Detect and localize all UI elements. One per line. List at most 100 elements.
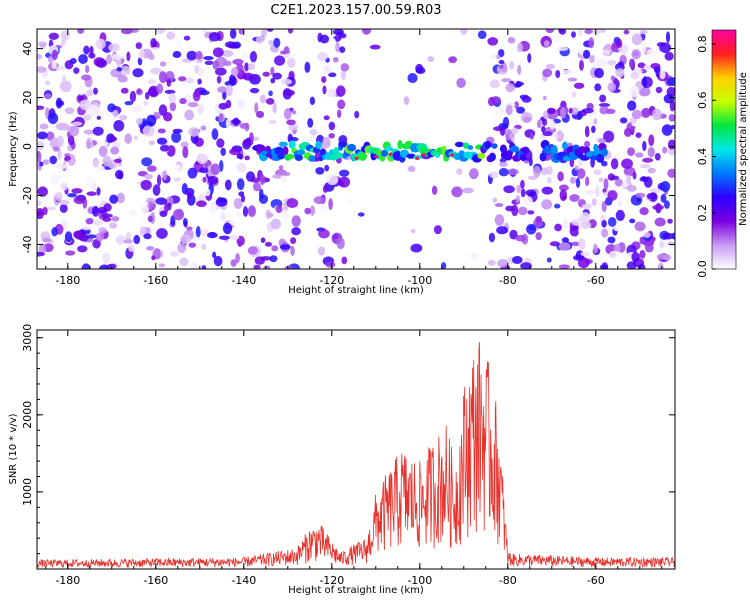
heatmap-cell [225,84,233,97]
heatmap-cell [637,62,646,69]
heatmap-cell [613,243,621,253]
heatmap-cell [454,141,464,148]
heatmap-cell [95,38,106,50]
heatmap-cell [107,103,116,113]
heatmap-frame [36,28,676,270]
heatmap-cell [657,262,664,269]
heatmap-cell [136,117,143,125]
heatmap-cell [563,35,569,43]
heatmap-cell [64,155,71,161]
heatmap-cell [151,255,156,261]
heatmap-cell [577,110,582,121]
heatmap-cell [39,123,49,130]
heatmap-cell [156,137,168,145]
heatmap-cell [186,226,193,231]
heatmap-cell [218,113,224,122]
heatmap-cell [617,61,624,67]
heatmap-cell [291,110,297,115]
heatmap-cell [593,169,602,175]
heatmap-cell [37,251,45,257]
heatmap-cell [555,69,561,79]
heatmap-cell [553,131,559,141]
heatmap-cell [319,205,329,213]
heatmap-cell [602,188,607,193]
heatmap-cell [217,86,227,93]
heatmap-cell [92,126,104,136]
heatmap-cell [162,170,167,181]
heatmap-cell [108,136,118,142]
heatmap-cell [589,54,595,64]
heatmap-cell [143,100,148,107]
heatmap-cell [656,253,668,260]
heatmap-cell [520,188,526,198]
heatmap-cell [631,252,640,263]
heatmap-cell [667,168,675,178]
heatmap-cell [197,78,202,85]
x-tick-label: -140 [231,274,256,287]
snr-series-line [37,341,675,569]
heatmap-cell [533,165,541,178]
heatmap-cell [456,168,463,175]
heatmap-cell [632,171,637,180]
heatmap-cell [535,232,542,241]
heatmap-cell [627,100,637,111]
heatmap-cell [328,72,337,78]
heatmap-cell [512,256,523,264]
heatmap-cell [136,88,142,94]
heatmap-cell [287,57,296,68]
heatmap-cell [407,165,416,173]
heatmap-cell [568,107,573,114]
heatmap-cell [73,67,80,74]
heatmap-cell [541,199,553,210]
heatmap-cell [542,110,549,120]
heatmap-cell [116,66,123,72]
heatmap-cell [204,60,214,65]
heatmap-cell [88,52,96,59]
heatmap-cell [660,180,671,192]
heatmap-cell [525,189,537,197]
heatmap-cell [188,242,197,248]
heatmap-cell [197,104,205,115]
heatmap-cell [215,67,227,76]
heatmap-cell [284,89,295,96]
heatmap-cell [505,104,513,116]
heatmap-cell [280,175,288,183]
heatmap-cell [244,62,249,72]
heatmap-cell [187,167,198,179]
heatmap-cell [490,54,497,60]
heatmap-cell [456,77,466,89]
heatmap-cell [77,245,88,253]
heatmap-cell [201,243,207,251]
heatmap-cell [57,148,62,160]
y-tick-label: -40 [21,236,34,254]
heatmap-cell [354,110,360,119]
heatmap-cell [78,85,85,96]
heatmap-cell [139,220,148,227]
heatmap-cell [516,184,522,194]
heatmap-cell [577,29,583,37]
heatmap-cell [541,125,546,133]
y-tick-label: 1000 [21,478,34,506]
heatmap-cell [223,60,232,67]
x-tick-label: -80 [499,274,517,287]
heatmap-cell [337,99,346,110]
heatmap-cell [498,49,505,58]
heatmap-cell [322,85,327,95]
heatmap-cell [208,31,221,42]
heatmap-cell [279,141,288,147]
heatmap-cell [268,119,278,124]
heatmap-cell [165,71,175,83]
heatmap-cell [148,140,155,146]
heatmap-cell [462,142,470,149]
heatmap-cell [533,250,540,260]
heatmap-cell [83,129,95,135]
heatmap-cell [156,228,168,239]
heatmap-cell [142,118,147,125]
heatmap-cell [95,232,105,242]
heatmap-peak [450,153,455,157]
heatmap-cell [120,87,129,94]
x-tick-label: -140 [231,574,256,587]
heatmap-cell [89,45,94,56]
heatmap-cell [607,190,618,201]
heatmap-cell [78,54,88,64]
